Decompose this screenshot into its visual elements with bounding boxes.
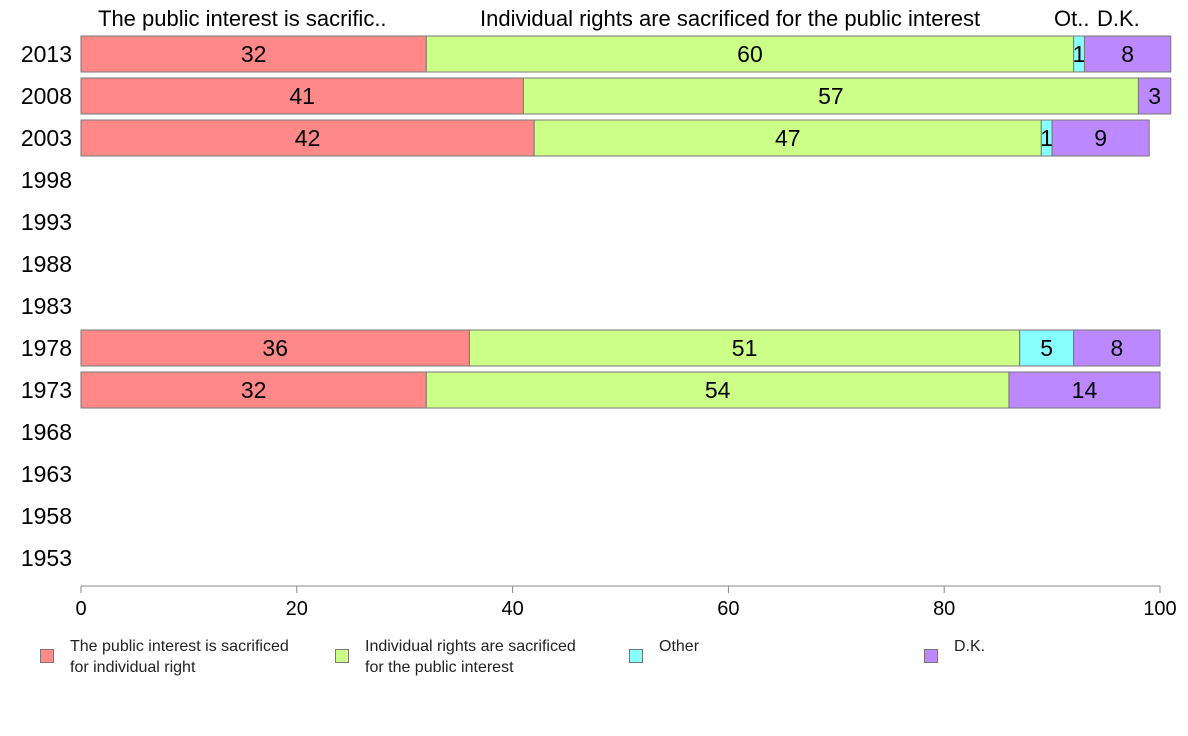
legend-label: D.K. xyxy=(954,638,986,655)
legend-item-individual-rights: Individual rights are sacrificed for the… xyxy=(335,636,576,678)
column-header-other: Ot.. xyxy=(1054,6,1090,31)
bar-segment xyxy=(1083,35,1172,73)
data-label: 5 xyxy=(1040,335,1053,361)
bar-segment xyxy=(80,119,535,157)
year-label: 1973 xyxy=(21,377,72,403)
year-label: 1953 xyxy=(21,545,72,571)
data-label: 47 xyxy=(775,125,801,151)
bar-segment xyxy=(522,77,1139,115)
data-label: 1 xyxy=(1073,41,1086,67)
x-tick-label: 80 xyxy=(933,598,955,620)
year-label: 1958 xyxy=(21,503,72,529)
bar-segment xyxy=(1008,371,1161,409)
x-tick-label: 20 xyxy=(286,598,308,620)
data-label: 54 xyxy=(705,377,731,403)
legend-swatch xyxy=(924,649,938,663)
year-label: 1998 xyxy=(21,167,72,193)
data-label: 14 xyxy=(1072,377,1098,403)
legend-label: Other xyxy=(659,638,700,655)
column-header-public-interest: The public interest is sacrific.. xyxy=(98,6,387,31)
legend-item-dk: D.K. xyxy=(924,636,985,663)
data-label: 42 xyxy=(295,125,321,151)
data-label: 32 xyxy=(241,41,267,67)
data-label: 41 xyxy=(289,83,315,109)
data-label: 3 xyxy=(1148,83,1161,109)
x-tick-label: 40 xyxy=(501,598,523,620)
data-label: 51 xyxy=(732,335,758,361)
legend-label: Individual rights are sacrificed for the… xyxy=(365,638,576,676)
legend-item-public-interest: The public interest is sacrificed for in… xyxy=(40,636,289,678)
bar-segment xyxy=(1019,329,1075,367)
bar-segment xyxy=(80,371,427,409)
data-label: 9 xyxy=(1094,125,1107,151)
column-header-individual-rights: Individual rights are sacrificed for the… xyxy=(480,6,981,31)
year-label: 1993 xyxy=(21,209,72,235)
data-label: 8 xyxy=(1110,335,1123,361)
data-label: 36 xyxy=(262,335,288,361)
bar-segment xyxy=(80,35,427,73)
year-label: 1983 xyxy=(21,293,72,319)
year-label: 1968 xyxy=(21,419,72,445)
bar-segment xyxy=(1073,329,1161,367)
legend-swatch xyxy=(335,649,349,663)
column-header-dk: D.K. xyxy=(1097,6,1140,31)
bar-segment xyxy=(468,329,1021,367)
year-label: 1978 xyxy=(21,335,72,361)
legend-label: The public interest is sacrificed for in… xyxy=(70,638,289,676)
year-label: 2013 xyxy=(21,41,72,67)
bar-segment xyxy=(80,329,470,367)
year-label: 2008 xyxy=(21,83,72,109)
x-tick-label: 0 xyxy=(75,598,86,620)
data-label: 32 xyxy=(241,377,267,403)
x-tick-label: 100 xyxy=(1143,598,1176,620)
legend: The public interest is sacrificed for in… xyxy=(0,636,1188,686)
data-label: 8 xyxy=(1121,41,1134,67)
year-label: 1988 xyxy=(21,251,72,277)
x-tick-label: 60 xyxy=(717,598,739,620)
bar-segment xyxy=(80,77,524,115)
legend-swatch xyxy=(40,649,54,663)
legend-item-other: Other xyxy=(629,636,699,663)
data-label: 1 xyxy=(1040,125,1053,151)
data-label: 60 xyxy=(737,41,763,67)
bar-segment xyxy=(1137,77,1172,115)
data-label: 57 xyxy=(818,83,844,109)
bar-segment xyxy=(425,35,1075,73)
year-label: 2003 xyxy=(21,125,72,151)
year-label: 1963 xyxy=(21,461,72,487)
bar-segment xyxy=(425,371,1010,409)
bar-segment xyxy=(1051,119,1150,157)
legend-swatch xyxy=(629,649,643,663)
